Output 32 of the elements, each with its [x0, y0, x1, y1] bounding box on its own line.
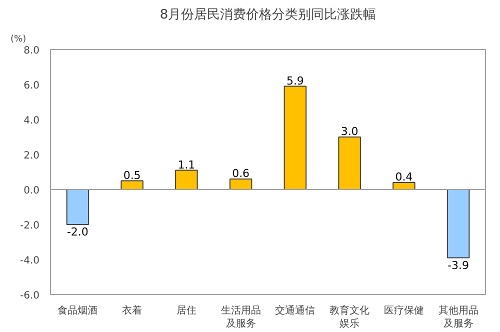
y-axis-title: (%)	[10, 34, 26, 44]
y-tick-label: 4.0	[24, 116, 40, 126]
data-label: 0.6	[232, 167, 250, 180]
x-tick-label: 衣着	[122, 304, 142, 316]
bar	[175, 170, 198, 190]
bar	[446, 189, 470, 258]
y-tick-label: 2.0	[24, 150, 40, 162]
x-tick-label: 居住	[176, 306, 196, 316]
y-tick-label: -4.0	[20, 256, 40, 266]
y-tick-label: -2.0	[20, 220, 40, 232]
x-tick-label: 医疗保健	[384, 304, 424, 316]
chart-title: 8月份居民消费价格分类别同比涨跌幅	[160, 8, 376, 22]
data-label: 0.4	[395, 170, 413, 184]
x-tick-label: 其他用品及服务	[438, 304, 478, 330]
data-label: 1.1	[178, 158, 196, 172]
x-tick-label: 教育文化娱乐	[330, 304, 370, 330]
data-label: 5.9	[286, 74, 304, 88]
data-label: -2.0	[66, 226, 88, 238]
bar	[66, 189, 90, 225]
bar	[284, 86, 307, 190]
bar	[229, 178, 252, 190]
x-tick-label: 生活用品及服务	[220, 304, 261, 330]
y-tick-label: 6.0	[24, 80, 40, 92]
data-label: 0.5	[123, 168, 141, 182]
y-tick-label: 8.0	[24, 46, 40, 56]
x-tick-label: 交通通信	[275, 304, 316, 316]
data-label: -3.9	[448, 258, 470, 272]
y-tick-label: -6.0	[20, 290, 40, 302]
bar	[338, 136, 361, 190]
y-tick-label: 0.0	[24, 186, 40, 196]
data-label: 3.0	[340, 125, 358, 138]
x-tick-label: 食品烟酒	[58, 304, 98, 316]
